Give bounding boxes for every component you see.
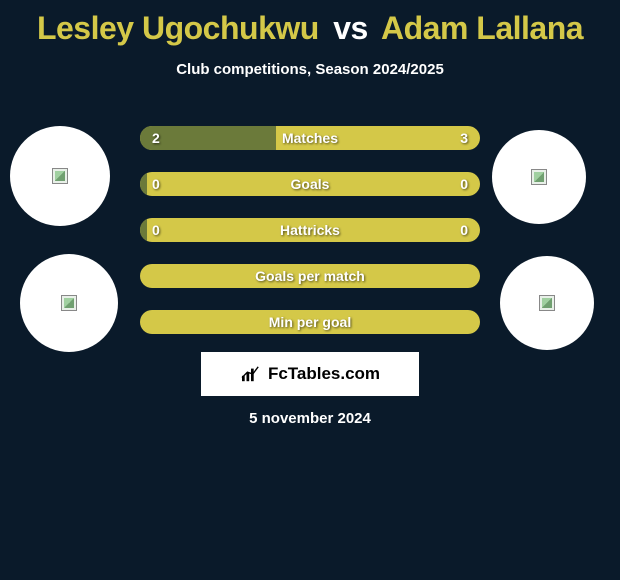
stat-bar: 2 Matches 3 [140, 126, 480, 150]
stat-bar: Goals per match [140, 264, 480, 288]
stat-bar: Min per goal [140, 310, 480, 334]
brand-chart-icon [240, 365, 262, 383]
image-placeholder-icon [539, 295, 555, 311]
subtitle: Club competitions, Season 2024/2025 [0, 61, 620, 78]
brand-box: FcTables.com [201, 352, 419, 396]
avatar-bottom-right [500, 256, 594, 350]
image-placeholder-icon [52, 168, 68, 184]
stat-bars: 2 Matches 3 0 Goals 0 0 Hattricks 0 Goal… [140, 126, 480, 356]
player1-name: Lesley Ugochukwu [37, 10, 319, 46]
stat-label: Min per goal [140, 310, 480, 334]
stat-value-right: 3 [460, 126, 468, 150]
stat-label: Hattricks [140, 218, 480, 242]
image-placeholder-icon [61, 295, 77, 311]
avatar-top-right [492, 130, 586, 224]
stat-bar: 0 Goals 0 [140, 172, 480, 196]
stat-bar: 0 Hattricks 0 [140, 218, 480, 242]
vs-text: vs [333, 10, 368, 46]
page-title: Lesley Ugochukwu vs Adam Lallana [0, 0, 620, 47]
stat-value-right: 0 [460, 218, 468, 242]
stat-label: Goals [140, 172, 480, 196]
player2-name: Adam Lallana [381, 10, 583, 46]
brand-text: FcTables.com [268, 364, 380, 384]
stat-value-right: 0 [460, 172, 468, 196]
stat-label: Goals per match [140, 264, 480, 288]
avatar-bottom-left [20, 254, 118, 352]
image-placeholder-icon [531, 169, 547, 185]
date-text: 5 november 2024 [0, 410, 620, 427]
stat-label: Matches [140, 126, 480, 150]
avatar-top-left [10, 126, 110, 226]
